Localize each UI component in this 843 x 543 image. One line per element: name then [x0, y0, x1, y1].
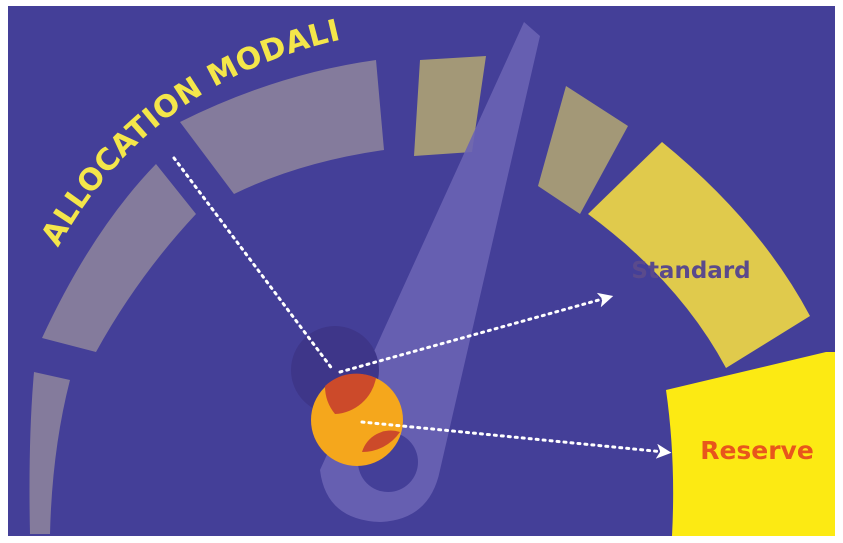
dotted-arrow-reserve — [360, 420, 672, 459]
pointer-hub-overlap — [362, 430, 400, 453]
dotted-line-title — [172, 156, 335, 372]
label-standard: Standard — [631, 258, 750, 284]
pointer-overlap — [324, 373, 376, 414]
gauge-segment-reserve — [666, 352, 835, 536]
gauge-segment-3 — [180, 60, 384, 194]
label-reserve: Reserve — [700, 436, 814, 465]
gauge-segment-1 — [29, 372, 70, 534]
gauge-segment-4 — [414, 56, 486, 156]
gauge-segment-2 — [42, 164, 196, 352]
gauge-segment-5 — [538, 86, 628, 214]
gauge-segment-standard — [588, 142, 810, 368]
dotted-arrow-standard — [338, 292, 614, 374]
